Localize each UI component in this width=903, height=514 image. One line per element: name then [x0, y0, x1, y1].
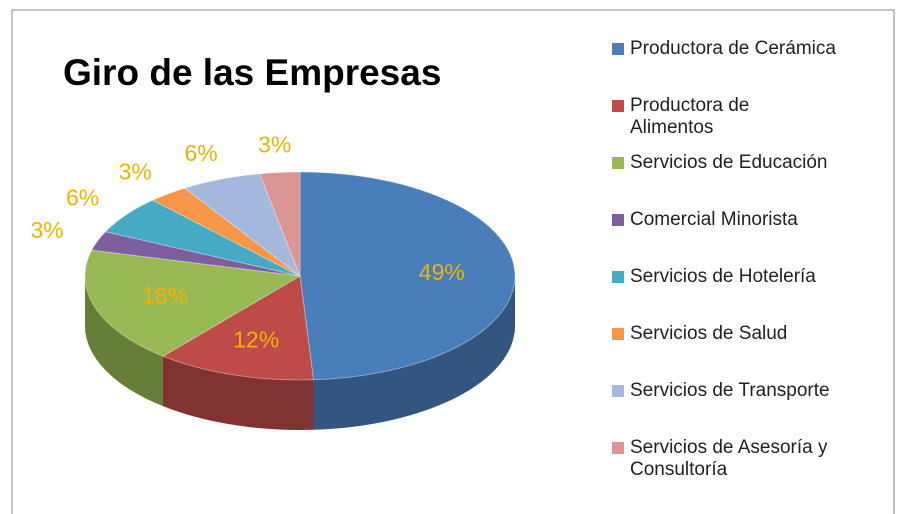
data-label: 6% [66, 185, 99, 211]
legend-swatch [612, 157, 624, 169]
pie-slice [259, 171, 301, 277]
legend-item: Servicios de Asesoría y Consultoría [612, 437, 870, 494]
pie-slice [104, 199, 301, 277]
frame [11, 9, 895, 514]
legend-swatch [612, 385, 624, 397]
chart-title: Giro de las Empresas [63, 52, 441, 93]
legend-label: Servicios de Hotelería [630, 266, 816, 287]
legend: Productora de Cerámica Productora de Alim… [612, 38, 870, 494]
data-label: 3% [119, 158, 152, 184]
pie-slice [90, 231, 301, 277]
data-label: 3% [258, 132, 291, 158]
legend-label: Servicios de Educación [630, 152, 828, 173]
legend-item: Productora de Alimentos [612, 95, 870, 152]
data-label: 3% [31, 217, 64, 243]
pie-slice [299, 171, 516, 381]
legend-swatch [612, 43, 624, 55]
legend-swatch [612, 214, 624, 226]
legend-item: Productora de Cerámica [612, 38, 870, 95]
legend-label: Servicios de Asesoría y Consultoría [630, 437, 828, 480]
data-label: 49% [419, 259, 465, 285]
data-label: 12% [233, 326, 279, 352]
legend-item: Servicios de Educación [612, 152, 870, 209]
legend-item: Servicios de Salud [612, 323, 870, 380]
legend-label: Productora de Alimentos [630, 95, 750, 138]
legend-label: Servicios de Salud [630, 323, 788, 344]
pie-slice [183, 173, 302, 278]
pie-side [313, 276, 515, 430]
pie-side [85, 276, 163, 407]
legend-swatch [612, 328, 624, 340]
pie-slice [161, 275, 315, 381]
legend-label: Servicios de Transporte [630, 380, 830, 401]
legend-swatch [612, 100, 624, 112]
data-label: 18% [142, 282, 188, 308]
legend-item: Servicios de Transporte [612, 380, 870, 437]
pie-side [162, 356, 314, 430]
legend-item: Comercial Minorista [612, 209, 870, 266]
legend-label: Productora de Cerámica [630, 38, 836, 59]
legend-label: Comercial Minorista [630, 209, 798, 230]
legend-swatch [612, 271, 624, 283]
pie-slice [151, 187, 301, 277]
pie-slice [84, 249, 302, 357]
legend-swatch [612, 442, 624, 454]
data-label: 6% [184, 140, 217, 166]
legend-item: Servicios de Hotelería [612, 266, 870, 323]
